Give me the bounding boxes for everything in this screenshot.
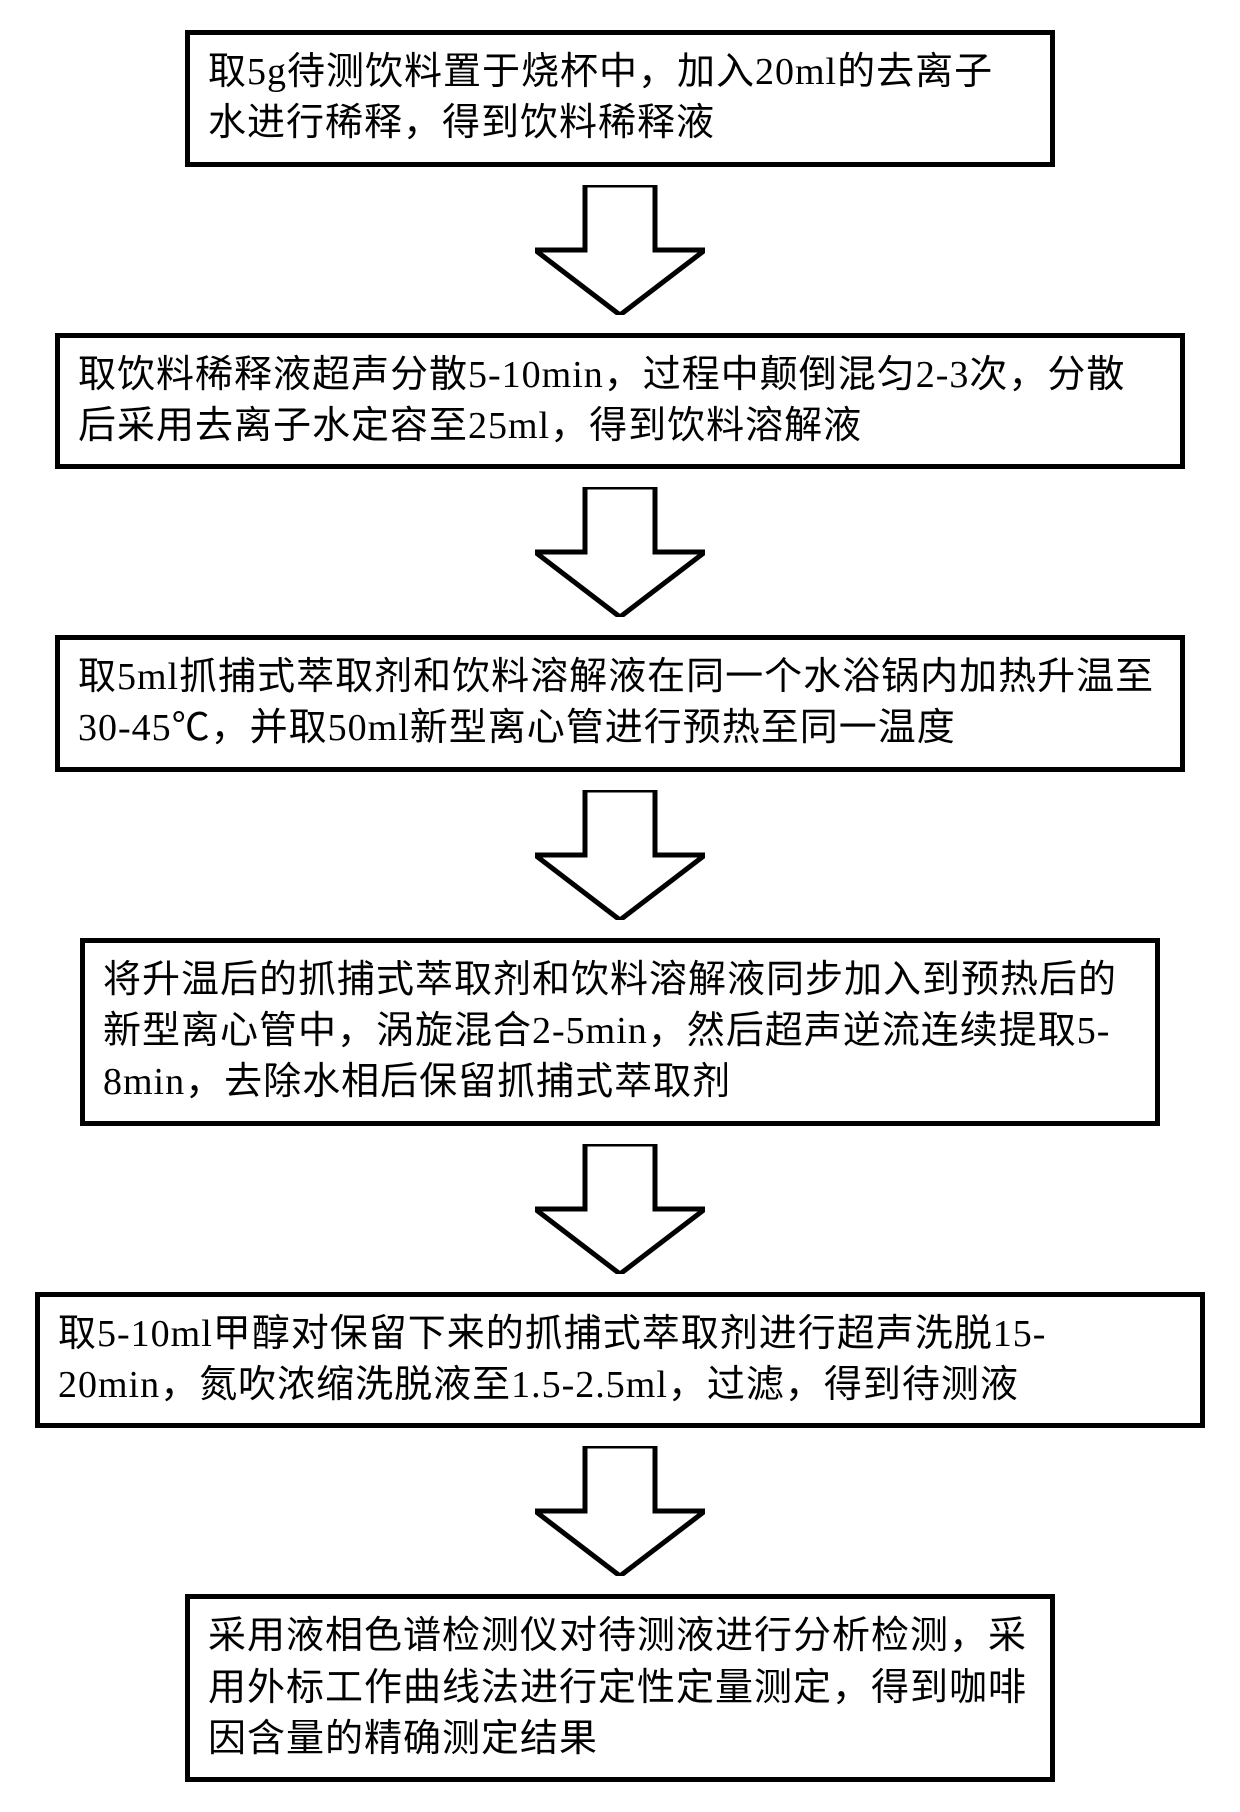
flow-step-1-text: 取5g待测饮料置于烧杯中，加入20ml的去离子水进行稀释，得到饮料稀释液 — [208, 51, 993, 144]
flow-arrow-2 — [535, 487, 705, 617]
flow-arrow-3 — [535, 790, 705, 920]
flow-step-4-text: 将升温后的抓捕式萃取剂和饮料溶解液同步加入到预热后的新型离心管中，涡旋混合2-5… — [103, 959, 1117, 1104]
flow-step-6-text: 采用液相色谱检测仪对待测液进行分析检测，采用外标工作曲线法进行定性定量测定，得到… — [208, 1615, 1027, 1760]
flow-step-5: 取5-10ml甲醇对保留下来的抓捕式萃取剂进行超声洗脱15-20min，氮吹浓缩… — [35, 1292, 1205, 1429]
flow-arrow-5 — [535, 1446, 705, 1576]
down-arrow-icon — [535, 487, 705, 617]
flow-step-3-text: 取5ml抓捕式萃取剂和饮料溶解液在同一个水浴锅内加热升温至30-45℃，并取50… — [78, 656, 1154, 749]
down-arrow-icon — [535, 790, 705, 920]
flow-step-2: 取饮料稀释液超声分散5-10min，过程中颠倒混匀2-3次，分散后采用去离子水定… — [55, 333, 1185, 470]
flow-step-1: 取5g待测饮料置于烧杯中，加入20ml的去离子水进行稀释，得到饮料稀释液 — [185, 30, 1055, 167]
flow-arrow-4 — [535, 1144, 705, 1274]
flow-step-2-text: 取饮料稀释液超声分散5-10min，过程中颠倒混匀2-3次，分散后采用去离子水定… — [78, 354, 1125, 447]
flow-step-4: 将升温后的抓捕式萃取剂和饮料溶解液同步加入到预热后的新型离心管中，涡旋混合2-5… — [80, 938, 1160, 1126]
flow-step-6: 采用液相色谱检测仪对待测液进行分析检测，采用外标工作曲线法进行定性定量测定，得到… — [185, 1594, 1055, 1782]
flow-arrow-1 — [535, 185, 705, 315]
flow-step-3: 取5ml抓捕式萃取剂和饮料溶解液在同一个水浴锅内加热升温至30-45℃，并取50… — [55, 635, 1185, 772]
down-arrow-icon — [535, 1446, 705, 1576]
down-arrow-icon — [535, 1144, 705, 1274]
flow-step-5-text: 取5-10ml甲醇对保留下来的抓捕式萃取剂进行超声洗脱15-20min，氮吹浓缩… — [58, 1313, 1046, 1406]
down-arrow-icon — [535, 185, 705, 315]
